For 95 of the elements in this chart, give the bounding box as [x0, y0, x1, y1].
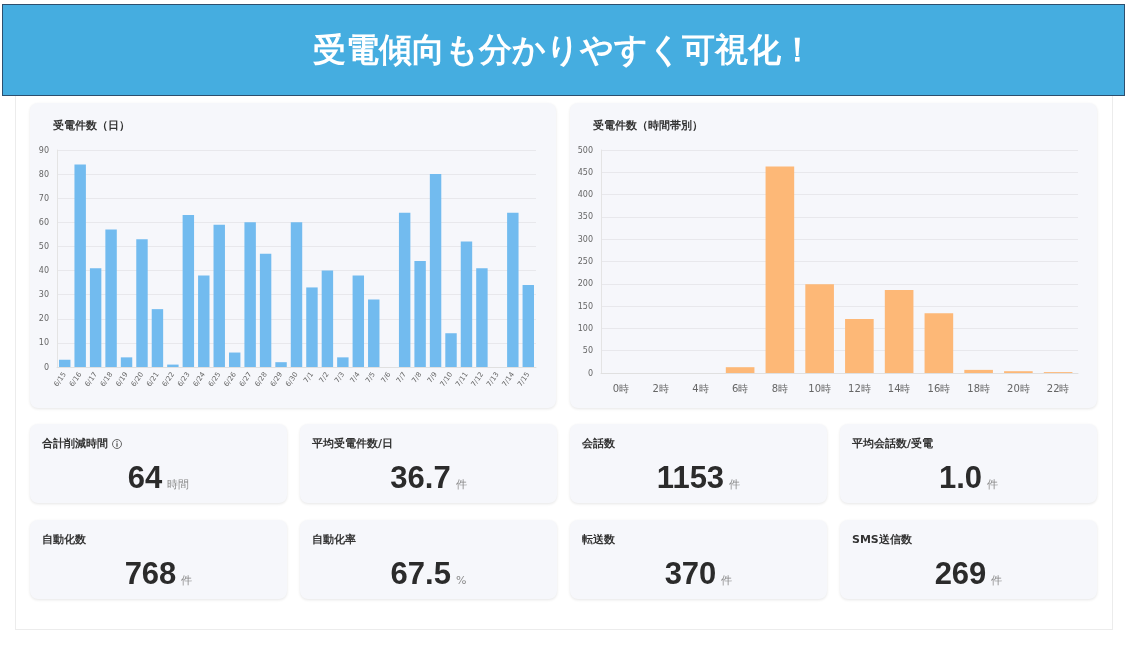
x-tick-label: 20時	[1007, 382, 1030, 394]
bar	[213, 224, 225, 367]
x-tick-label: 4時	[692, 382, 709, 394]
bar	[306, 287, 318, 367]
text: 受電傾向も分かりやすく可視化！	[313, 28, 814, 71]
x-tick-label: 8時	[771, 382, 789, 394]
x-tick-label: 18時	[967, 382, 990, 394]
text: 64	[127, 460, 163, 495]
text: 自動化率	[312, 532, 356, 547]
bar	[924, 313, 954, 373]
text: 合計削減時間	[42, 436, 108, 451]
bar	[105, 229, 117, 367]
bar	[228, 352, 241, 367]
text: 269	[934, 556, 987, 591]
y-tick-label: 20	[38, 314, 49, 324]
bar	[884, 290, 914, 373]
y-tick-label: 0	[587, 368, 593, 378]
bar	[151, 309, 164, 367]
chart-title: 受電件数（日）	[52, 119, 130, 132]
bar	[89, 268, 102, 367]
bar	[275, 362, 287, 367]
text: 件	[729, 478, 741, 491]
bar	[259, 253, 272, 367]
text: 転送数	[582, 532, 615, 547]
bar	[398, 212, 411, 367]
y-tick-label: 400	[577, 190, 593, 200]
text: 件	[181, 574, 193, 587]
text: 1153	[656, 460, 725, 495]
x-tick-label: 14時	[887, 382, 911, 394]
bar	[460, 241, 473, 367]
bar	[182, 215, 195, 367]
text: 自動化数	[42, 532, 86, 547]
y-tick-label: 60	[38, 217, 49, 227]
bar	[429, 174, 442, 367]
bar	[476, 268, 488, 367]
text: 36.7	[390, 460, 451, 495]
text: 件	[455, 478, 467, 491]
bar	[352, 275, 365, 367]
y-tick-label: 150	[577, 301, 593, 311]
x-tick-label: 6時	[731, 382, 749, 394]
x-tick-label: 22時	[1046, 382, 1070, 394]
text: 件	[987, 478, 999, 491]
y-tick-label: 500	[577, 145, 593, 155]
y-tick-label: 300	[577, 234, 593, 244]
y-tick-label: 40	[38, 266, 49, 276]
y-tick-label: 80	[38, 169, 49, 179]
bar	[59, 359, 71, 367]
text: SMS送信数	[852, 532, 912, 547]
bar	[136, 239, 148, 367]
text: %	[455, 574, 467, 587]
bar	[321, 270, 334, 367]
y-tick-label: 200	[577, 279, 593, 289]
x-tick-label: 10時	[808, 382, 831, 394]
bar	[244, 222, 256, 367]
text: 370	[664, 556, 717, 591]
y-tick-label: 250	[577, 257, 593, 266]
bar	[964, 369, 993, 373]
text: 平均会話数/受電	[852, 436, 934, 451]
bar	[725, 367, 755, 373]
text: 会話数	[582, 436, 615, 451]
text: 件	[991, 574, 1003, 587]
bar	[368, 299, 380, 367]
x-tick-label: 2時	[652, 382, 669, 394]
y-tick-label: 30	[38, 290, 49, 300]
x-tick-label: 12時	[848, 382, 871, 394]
y-tick-label: 100	[577, 323, 593, 333]
bar	[414, 260, 426, 367]
text: 時間	[167, 478, 190, 491]
text: 67.5	[390, 556, 451, 591]
bar	[120, 357, 133, 367]
bar	[74, 164, 86, 367]
y-tick-label: 10	[38, 338, 49, 348]
x-tick-label: 16時	[927, 382, 951, 394]
y-tick-label: 0	[43, 362, 49, 372]
bar	[765, 166, 795, 373]
y-tick-label: 350	[577, 212, 593, 222]
chart-title: 受電件数（時間帯別）	[592, 119, 703, 132]
bar	[522, 285, 534, 367]
bar	[290, 222, 303, 367]
text: 件	[721, 574, 733, 587]
text: 768	[124, 556, 177, 591]
text: 平均受電件数/日	[312, 436, 394, 451]
bar	[845, 319, 874, 373]
text: 1.0	[938, 460, 983, 495]
bar	[507, 212, 519, 367]
y-tick-label: 70	[38, 193, 49, 203]
bar	[805, 284, 834, 373]
y-tick-label: 90	[38, 145, 49, 155]
bar	[337, 357, 349, 367]
bar	[445, 333, 457, 367]
y-tick-label: 450	[577, 167, 593, 177]
x-tick-label: 0時	[612, 382, 630, 394]
y-tick-label: 50	[582, 346, 593, 356]
y-tick-label: 50	[38, 241, 49, 251]
bar	[198, 275, 210, 367]
